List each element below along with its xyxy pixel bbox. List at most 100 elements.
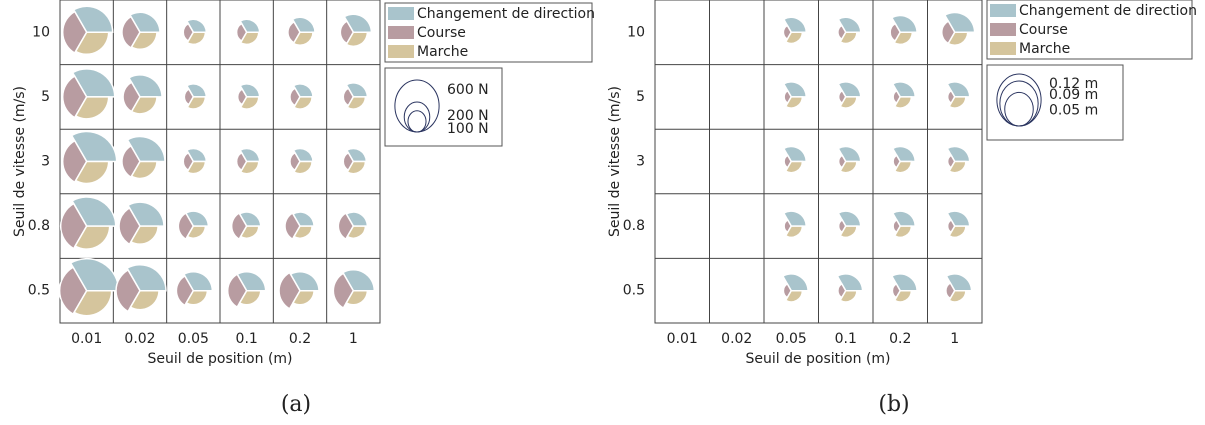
- x-tick-label: 0.05: [178, 331, 209, 347]
- size-legend-label: 0.05 m: [1049, 102, 1098, 118]
- wedge: [122, 81, 141, 113]
- wedge: [948, 96, 967, 109]
- wedge: [121, 144, 141, 179]
- wedge: [893, 160, 913, 174]
- legend-label: Changement de direction: [417, 6, 595, 22]
- wedge: [784, 96, 804, 109]
- wedge: [74, 31, 110, 56]
- size-legend-label: 600 N: [447, 82, 489, 98]
- wedge: [115, 268, 141, 313]
- legend-label: Changement de direction: [1019, 3, 1197, 19]
- wedge: [130, 160, 158, 180]
- x-tick-label: 0.2: [289, 331, 311, 347]
- x-axis-title: Seuil de position (m): [147, 351, 292, 367]
- size-legend-label: 0.09 m: [1049, 87, 1098, 103]
- wedge: [74, 225, 111, 250]
- y-tick-label: 0.5: [623, 283, 645, 299]
- wedge: [839, 289, 858, 303]
- y-tick-label: 5: [41, 89, 50, 105]
- legend-swatch: [388, 7, 414, 20]
- wedge: [839, 31, 858, 45]
- legend-swatch: [990, 4, 1016, 17]
- y-tick-label: 0.8: [28, 218, 50, 234]
- legend-swatch: [388, 45, 414, 58]
- x-tick-label: 1: [349, 331, 358, 347]
- legend-swatch: [990, 42, 1016, 55]
- y-axis-title: Seuil de vitesse (m/s): [12, 86, 28, 237]
- wedge: [186, 96, 207, 110]
- wedge: [239, 31, 260, 46]
- y-tick-label: 0.5: [28, 283, 50, 299]
- size-legend-label: 100 N: [447, 121, 489, 137]
- wedge: [346, 225, 367, 239]
- wedge: [73, 289, 113, 317]
- wedge: [186, 160, 207, 175]
- y-tick-label: 10: [627, 24, 645, 40]
- wedge: [62, 75, 88, 119]
- wedge: [230, 212, 248, 241]
- legend-label: Marche: [417, 44, 468, 60]
- wedge: [62, 139, 88, 184]
- wedge: [839, 160, 858, 174]
- wedge: [947, 31, 969, 46]
- wedge: [130, 31, 158, 50]
- x-tick-label: 0.1: [835, 331, 857, 347]
- wedge: [130, 96, 158, 115]
- wedge: [74, 96, 110, 120]
- y-tick-label: 3: [41, 154, 50, 170]
- x-tick-label: 0.01: [667, 331, 698, 347]
- wedge: [784, 225, 804, 238]
- legend-box: [986, 0, 1193, 60]
- legend-label: Course: [1019, 22, 1068, 38]
- wedge: [948, 289, 967, 303]
- wedge: [227, 273, 248, 309]
- wedge: [345, 289, 369, 306]
- legend-swatch: [990, 23, 1016, 36]
- legend-label: Course: [417, 25, 466, 41]
- wedge: [839, 96, 858, 109]
- wedge: [292, 225, 313, 239]
- x-tick-label: 0.1: [236, 331, 258, 347]
- wedge: [175, 274, 195, 307]
- wedge: [238, 289, 262, 306]
- wedge: [239, 160, 260, 175]
- x-tick-label: 0.05: [776, 331, 807, 347]
- wedge: [292, 96, 313, 110]
- x-tick-label: 0.02: [124, 331, 155, 347]
- y-tick-label: 3: [636, 154, 645, 170]
- x-tick-label: 0.2: [889, 331, 911, 347]
- wedge: [60, 202, 88, 250]
- wedge: [186, 31, 207, 46]
- wedge: [58, 266, 88, 316]
- size-legend-label: 0.12 m: [1049, 76, 1098, 92]
- wedge: [948, 160, 967, 174]
- x-tick-label: 0.01: [71, 331, 102, 347]
- x-tick-label: 0.02: [721, 331, 752, 347]
- wedge: [292, 160, 313, 175]
- legend-swatch: [388, 26, 414, 39]
- wedge: [893, 225, 913, 238]
- y-tick-label: 0.8: [623, 218, 645, 234]
- y-axis-title: Seuil de vitesse (m/s): [607, 86, 623, 237]
- size-legend-box: [384, 67, 503, 147]
- wedge: [346, 96, 367, 110]
- wedge: [893, 31, 914, 46]
- wedge: [74, 160, 110, 185]
- x-axis-title: Seuil de position (m): [745, 351, 890, 367]
- wedge: [346, 160, 367, 175]
- wedge: [784, 31, 804, 45]
- x-tick-label: 1: [950, 331, 959, 347]
- size-legend-label: 200 N: [447, 108, 489, 124]
- wedge: [129, 225, 159, 245]
- caption: (a): [281, 392, 311, 417]
- wedge: [129, 289, 160, 311]
- size-legend-box: [986, 64, 1124, 141]
- wedge: [239, 96, 260, 110]
- wedge: [784, 289, 804, 303]
- wedge: [62, 10, 88, 55]
- wedge: [948, 225, 967, 238]
- wedge: [893, 289, 913, 303]
- wedge: [186, 225, 207, 239]
- wedge: [185, 289, 209, 306]
